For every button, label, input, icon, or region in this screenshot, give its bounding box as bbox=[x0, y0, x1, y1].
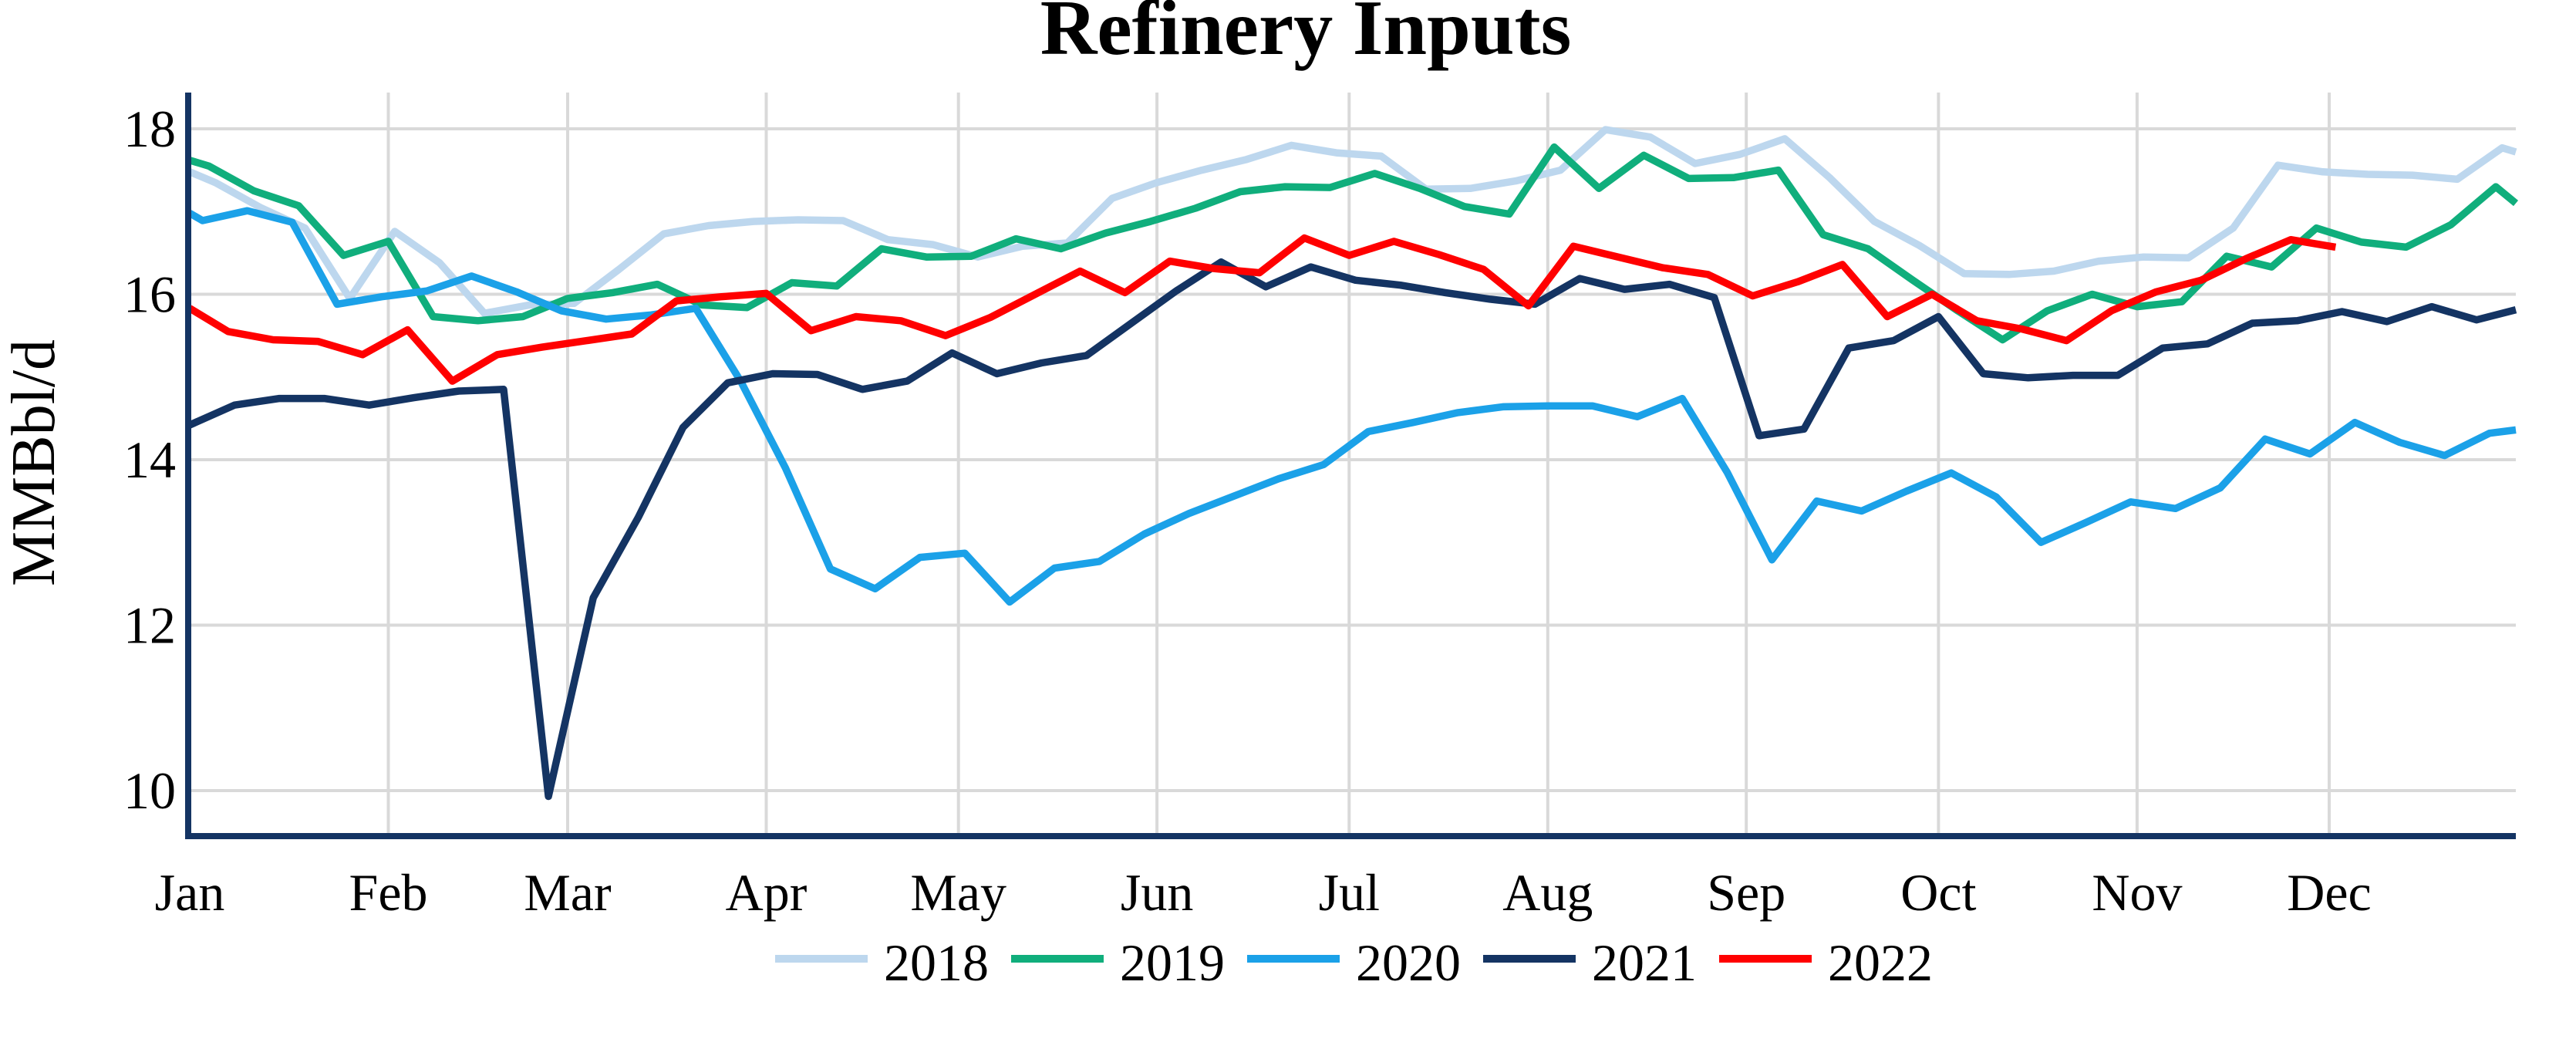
svg-text:16: 16 bbox=[123, 265, 176, 324]
svg-text:Feb: Feb bbox=[349, 863, 428, 922]
svg-text:14: 14 bbox=[123, 430, 176, 489]
svg-text:2022: 2022 bbox=[1828, 933, 1933, 992]
svg-text:10: 10 bbox=[123, 761, 176, 820]
svg-text:Dec: Dec bbox=[2287, 863, 2371, 922]
svg-text:2018: 2018 bbox=[884, 933, 989, 992]
svg-text:2021: 2021 bbox=[1592, 933, 1697, 992]
svg-text:Nov: Nov bbox=[2092, 863, 2182, 922]
svg-text:2020: 2020 bbox=[1356, 933, 1461, 992]
svg-text:Jun: Jun bbox=[1121, 863, 1193, 922]
svg-text:2019: 2019 bbox=[1120, 933, 1225, 992]
svg-text:Sep: Sep bbox=[1707, 863, 1785, 922]
svg-text:Jan: Jan bbox=[155, 863, 225, 922]
svg-text:Aug: Aug bbox=[1502, 863, 1593, 922]
svg-text:Oct: Oct bbox=[1900, 863, 1976, 922]
svg-text:May: May bbox=[910, 863, 1006, 922]
svg-text:Apr: Apr bbox=[726, 863, 808, 922]
svg-text:MMBbl/d: MMBbl/d bbox=[0, 339, 68, 586]
svg-text:12: 12 bbox=[123, 596, 176, 655]
svg-text:18: 18 bbox=[123, 100, 176, 158]
svg-text:Mar: Mar bbox=[524, 863, 612, 922]
svg-text:Jul: Jul bbox=[1319, 863, 1380, 922]
svg-text:Refinery Inputs: Refinery Inputs bbox=[1040, 0, 1572, 72]
